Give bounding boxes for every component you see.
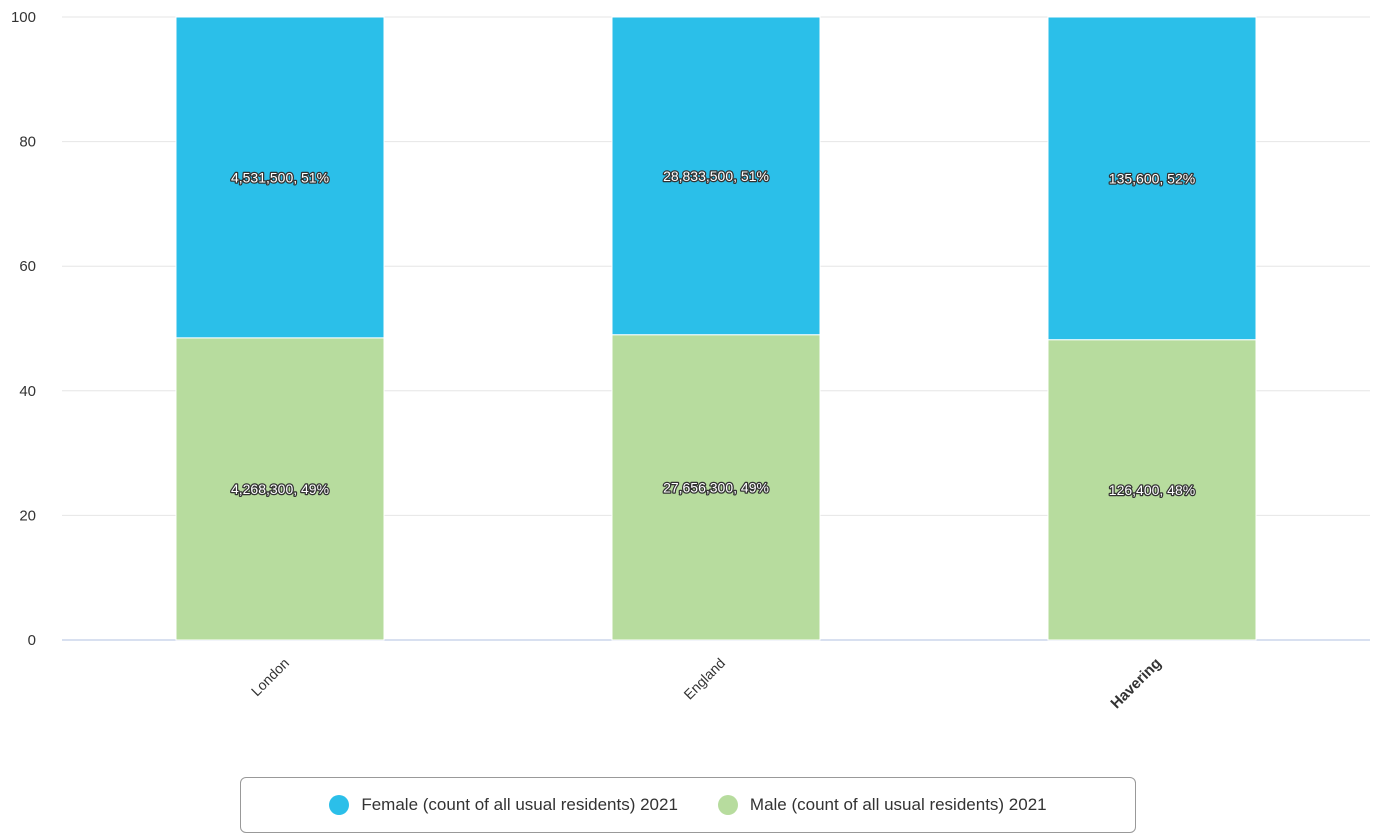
y-tick-label-0: 0	[28, 632, 36, 649]
x-tick-label-havering: Havering	[1107, 655, 1164, 712]
y-tick-label-40: 40	[19, 383, 36, 400]
x-tick-label-england: England	[680, 655, 728, 703]
legend-dot-female	[329, 795, 350, 815]
legend: Female (count of all usual residents) 20…	[240, 777, 1136, 833]
stacked-bar-chart: 0 20 40 60 80 100 4,268,300, 49% 4,531,500, 51…	[11, 9, 1370, 712]
data-label-havering-series-1: 126,400, 48%	[1109, 482, 1195, 498]
legend-dot-male	[717, 795, 738, 815]
bars	[175, 16, 1257, 641]
y-tick-label-20: 20	[19, 507, 36, 524]
data-label-havering-series-0: 135,600, 52%	[1109, 170, 1195, 186]
bar-london-series-0	[175, 16, 385, 339]
bar-london-series-1	[175, 337, 385, 641]
x-tick-label-london: London	[248, 655, 292, 699]
legend-label-female: Female (count of all usual residents) 20…	[361, 795, 678, 814]
data-label-england-series-1: 27,656,300, 49%	[663, 479, 769, 495]
data-label-england-series-0: 28,833,500, 51%	[663, 168, 769, 184]
data-label-london-series-1: 4,268,300, 49%	[231, 481, 329, 497]
x-axis: London England Havering	[248, 655, 1165, 712]
y-tick-label-80: 80	[19, 134, 36, 151]
data-label-london-series-0: 4,531,500, 51%	[231, 169, 329, 185]
y-tick-label-60: 60	[19, 258, 36, 275]
bar-havering-series-0	[1047, 16, 1257, 341]
legend-label-male: Male (count of all usual residents) 2021	[749, 795, 1047, 814]
bar-havering-series-1	[1047, 339, 1257, 641]
bar-england-series-1	[611, 334, 821, 641]
data-labels: 4,268,300, 49% 4,531,500, 51% 27,656,300, …	[230, 167, 1197, 499]
legend-item-female[interactable]: Female (count of all usual residents) 20…	[329, 795, 678, 815]
legend-item-male[interactable]: Male (count of all usual residents) 2021	[717, 795, 1047, 815]
bar-england-series-0	[611, 16, 821, 336]
y-tick-label-100: 100	[11, 9, 36, 26]
